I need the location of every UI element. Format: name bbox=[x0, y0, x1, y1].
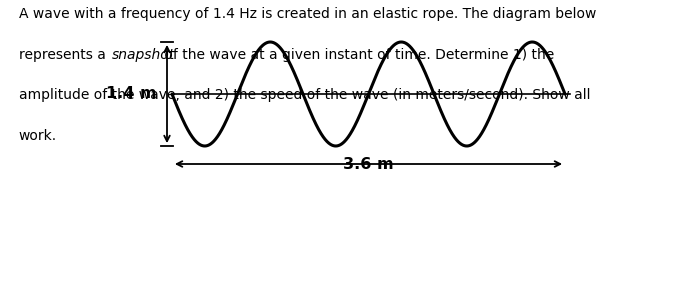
Text: represents a: represents a bbox=[19, 48, 110, 62]
Text: 3.6 m: 3.6 m bbox=[343, 157, 394, 172]
Text: 1.4 m: 1.4 m bbox=[106, 86, 157, 101]
Text: snapshot: snapshot bbox=[112, 48, 175, 62]
Text: of the wave at a given instant of time. Determine 1) the: of the wave at a given instant of time. … bbox=[160, 48, 554, 62]
Text: work.: work. bbox=[19, 129, 57, 142]
Text: A wave with a frequency of 1.4 Hz is created in an elastic rope. The diagram bel: A wave with a frequency of 1.4 Hz is cre… bbox=[19, 7, 596, 21]
Text: amplitude of the wave, and 2) the speed of the wave (in meters/second). Show all: amplitude of the wave, and 2) the speed … bbox=[19, 88, 590, 102]
